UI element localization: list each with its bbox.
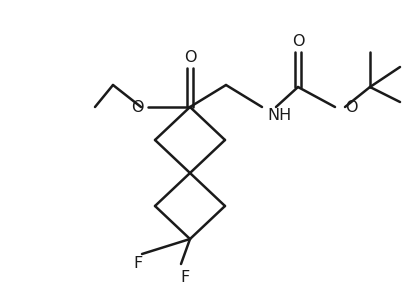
Text: F: F	[180, 269, 190, 285]
Text: F: F	[133, 256, 142, 272]
Text: O: O	[131, 100, 143, 114]
Text: O: O	[292, 35, 304, 49]
Text: NH: NH	[267, 107, 291, 123]
Text: O: O	[184, 51, 196, 65]
Text: O: O	[345, 100, 358, 114]
